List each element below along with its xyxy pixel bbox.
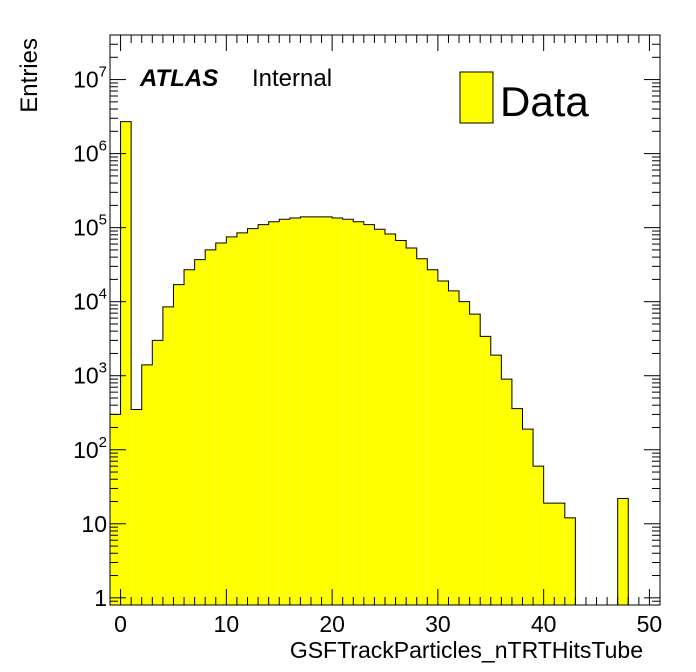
atlas-label-status: Internal bbox=[252, 65, 332, 92]
x-tick-label: 30 bbox=[425, 611, 451, 637]
legend: Data bbox=[459, 71, 589, 125]
histogram-bar bbox=[310, 216, 322, 605]
histogram-bar bbox=[279, 219, 290, 605]
histogram-bar bbox=[617, 498, 629, 605]
histogram-bar bbox=[385, 234, 396, 605]
x-tick-label: 50 bbox=[637, 611, 663, 637]
legend-swatch-data bbox=[459, 71, 494, 124]
histogram-bar bbox=[374, 229, 385, 605]
histogram-bar bbox=[480, 336, 491, 605]
histogram-bar bbox=[247, 228, 259, 605]
histogram-bar bbox=[110, 414, 121, 605]
y-tick-exponent: 7 bbox=[99, 64, 107, 81]
y-tick-exponent: 4 bbox=[99, 286, 107, 303]
histogram-bar bbox=[522, 429, 534, 605]
histogram-bar bbox=[342, 219, 354, 605]
x-axis-label: GSFTrackParticles_nTRTHitsTube bbox=[290, 637, 643, 663]
x-tick-label: 0 bbox=[114, 611, 127, 637]
histogram-bar bbox=[258, 224, 269, 606]
histogram-bar bbox=[564, 517, 576, 605]
histogram-bar bbox=[268, 221, 280, 605]
histogram-bar bbox=[321, 216, 333, 605]
histogram-bar bbox=[289, 217, 301, 606]
histogram-bar bbox=[406, 248, 417, 605]
y-tick-label: 10 bbox=[81, 511, 107, 537]
histogram-bar bbox=[353, 221, 364, 605]
y-tick-exponent: 6 bbox=[99, 138, 107, 155]
histogram-bar bbox=[194, 259, 206, 605]
y-axis-label: Entries bbox=[16, 38, 43, 113]
histogram-bar bbox=[300, 216, 311, 605]
histogram-bar bbox=[459, 301, 470, 605]
histogram-bar bbox=[162, 306, 174, 605]
histogram-bar bbox=[448, 290, 460, 605]
histogram-bar bbox=[215, 243, 227, 606]
histogram-bar bbox=[469, 314, 481, 605]
histogram-outline bbox=[109, 121, 629, 605]
histogram-bar bbox=[533, 466, 544, 605]
histogram-bar bbox=[226, 236, 237, 605]
histogram-bar bbox=[511, 408, 523, 605]
y-tick-exponent: 5 bbox=[99, 212, 107, 229]
atlas-label-experiment: ATLAS bbox=[139, 65, 218, 92]
x-tick-label: 20 bbox=[319, 611, 345, 637]
histogram-bar bbox=[332, 217, 343, 606]
histogram-bar bbox=[501, 379, 512, 605]
legend-label-data: Data bbox=[500, 78, 589, 125]
atlas-label: ATLAS Internal bbox=[139, 65, 332, 92]
histogram-bar bbox=[363, 224, 375, 606]
histogram-bar bbox=[205, 249, 216, 606]
y-tick-label: 1 bbox=[94, 585, 107, 611]
histogram-bar bbox=[184, 269, 195, 605]
y-tick-exponent: 3 bbox=[99, 360, 107, 377]
y-tick-exponent: 2 bbox=[99, 434, 107, 451]
histogram-bar bbox=[427, 269, 438, 605]
histogram-bar bbox=[554, 503, 565, 605]
y-axis-ticks bbox=[110, 34, 660, 606]
x-axis-tick-labels: 0 10 20 30 40 50 bbox=[114, 611, 662, 637]
histogram-bar bbox=[416, 258, 428, 605]
histogram-bar bbox=[543, 503, 555, 605]
histogram-bar bbox=[120, 121, 132, 605]
histogram-bar bbox=[236, 232, 248, 605]
histogram-bar bbox=[490, 355, 502, 605]
x-tick-label: 40 bbox=[531, 611, 557, 637]
histogram-bar bbox=[141, 364, 153, 605]
histogram-bar bbox=[437, 281, 449, 605]
histogram-bar bbox=[395, 240, 407, 605]
histogram-bar bbox=[152, 340, 163, 605]
histogram-bar bbox=[131, 409, 142, 605]
x-tick-label: 10 bbox=[214, 611, 240, 637]
histogram-bar bbox=[173, 284, 185, 605]
histogram-bars bbox=[109, 121, 629, 606]
x-axis-ticks bbox=[109, 35, 661, 605]
